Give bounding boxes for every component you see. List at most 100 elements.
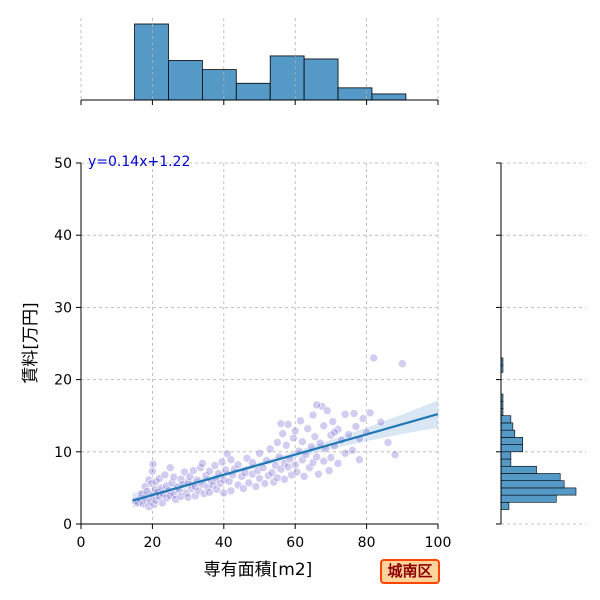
scatter-point [255,474,264,483]
right-histogram-bar [500,451,512,460]
scatter-point [219,475,229,485]
scatter-point [144,502,154,511]
scatter-point [239,484,248,493]
scatter-point [196,463,205,472]
scatter-point [148,459,158,469]
right-histogram-bar [500,458,512,467]
scatter-point [305,463,314,472]
regression-line [132,413,439,502]
scatter-point [333,459,343,468]
y-tick-label: 40 [54,228,72,244]
scatter-point [319,421,329,431]
scatter-point [319,456,329,466]
scatter-point [199,489,209,498]
scatter-point [203,482,213,492]
scatter-point [205,466,214,476]
scatter-point [162,481,171,491]
scatter-point [183,492,193,502]
scatter-point [326,430,336,440]
scatter-point [264,471,273,480]
right-histogram-bar [500,494,557,503]
scatter-point [189,466,198,475]
y-tick-label: 30 [54,300,72,316]
top-histogram-bar [269,55,305,101]
top-histogram-bar [371,93,407,101]
regression-line-path [132,413,439,502]
scatter-point [310,432,320,441]
right-histogram-bar [500,473,561,481]
scatter-point [151,495,161,505]
scatter-point [369,353,379,363]
scatter-point [289,433,298,443]
scatter-point [283,462,293,472]
scatter-point [160,470,170,480]
scatter-point [149,500,159,509]
scatter-point [226,455,236,465]
scatter-point [324,466,334,475]
scatter-point [312,400,321,410]
scatter-point [210,461,220,470]
right-histogram-bar [500,437,524,445]
scatter-point [219,488,229,498]
y-tick-label: 0 [63,517,72,533]
right-histogram-bar [500,415,512,424]
x-tick-label: 60 [286,535,304,551]
right-histogram-bar [500,444,524,453]
right-histogram-bar [500,502,510,510]
top-histogram-bar [134,23,169,101]
scatter-point [269,477,279,487]
scatter-point [215,479,225,488]
scatter-point [190,491,200,501]
scatter-point [205,487,214,497]
y-tick-label: 20 [54,373,72,389]
x-tick-label: 40 [215,535,233,551]
scatter-point [344,430,354,439]
scatter-point [290,460,300,470]
scatter-point [340,409,350,419]
scatter-point [390,450,400,459]
scatter-point [326,453,336,462]
scatter-point [365,408,375,418]
scatter-point [140,482,150,491]
scatter-point [355,455,364,465]
scatter-point [251,482,261,491]
x-axis-title: 専有面積[m2] [204,560,313,580]
scatter-point [312,452,321,462]
scatter-point [281,441,291,450]
scatter-point [292,467,302,477]
confidence-band [132,400,438,508]
scatter-point [290,426,300,436]
y-axis-title: 賃料[万円] [21,302,41,383]
scatter-point [298,455,307,465]
scatter-point [287,470,296,480]
scatter-point [323,406,332,415]
scatter-point [383,438,393,447]
scatter-point [280,474,289,484]
scatter-point [253,466,263,475]
area-badge: 城南区 [380,559,440,584]
scatter-point [224,477,234,486]
scatter-point [308,410,318,420]
top-histogram-bar [303,58,339,101]
scatter-point [171,495,180,504]
scatter-point [208,480,218,490]
scatter-point [165,463,175,472]
scatter-point [303,424,312,433]
scatter-point [226,486,236,496]
scatter-point [314,469,323,479]
right-histogram-bar [500,487,577,496]
top-histogram [80,18,439,105]
scatter-point [397,359,407,369]
scatter-point [237,472,246,481]
scatter-point [273,473,282,483]
scatter-point [278,429,288,439]
scatter-point [244,478,254,488]
right-histogram-bar [500,480,565,489]
main-axes: 0 20 40 60 80 100 0 10 20 30 40 50 [54,156,451,551]
scatter-point [146,497,155,506]
top-histogram-bar [168,60,203,101]
scatter-point [376,417,386,427]
scatter-point [340,448,350,458]
scatter-point [296,416,305,426]
